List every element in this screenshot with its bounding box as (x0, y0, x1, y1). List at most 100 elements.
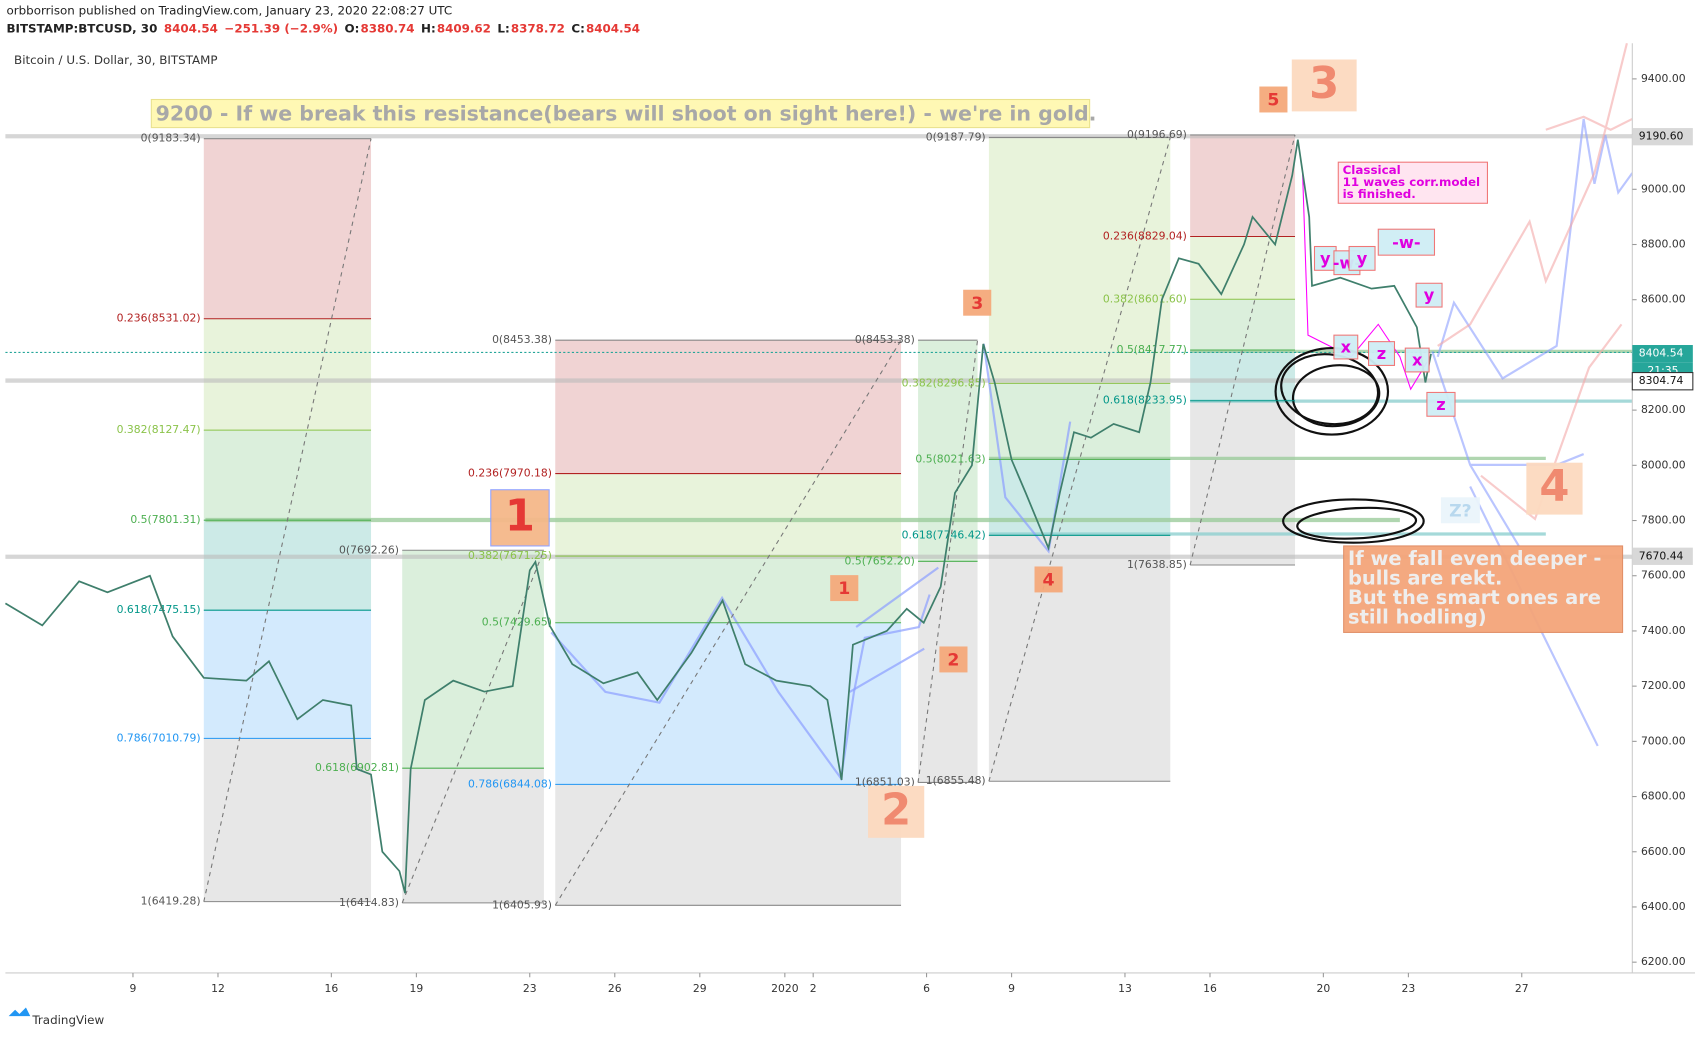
fib-label: 0.5(7801.31) (130, 513, 200, 526)
annotation: 2 (947, 651, 959, 671)
fib-label: 0.5(7429.65) (482, 616, 552, 629)
header-text: 8380.74 (360, 22, 414, 36)
annotation-box (1426, 391, 1456, 417)
logo (8, 1007, 31, 1017)
x-tick-label: 12 (211, 982, 225, 995)
fib-label: 0.5(7652.20) (845, 554, 915, 567)
annotation-box (1377, 228, 1436, 256)
fib-label: 0.5(8417.77) (1117, 343, 1187, 356)
fib-label: 0.382(8601.60) (1103, 292, 1187, 305)
annotation: Z? (1449, 501, 1472, 521)
annotation-box (1404, 347, 1430, 373)
annotation: 1 (838, 579, 850, 599)
x-tick-label: 9 (130, 982, 137, 995)
header-text: L: (497, 22, 509, 36)
circle-mark (1291, 364, 1381, 428)
y-tick-label: 7600.00 (1641, 569, 1686, 582)
fib-label: 0.786(7010.79) (117, 731, 201, 744)
fib-label: 0.618(8233.95) (1103, 394, 1187, 407)
fib-label: 1(7638.85) (1127, 558, 1187, 571)
y-tick-label: 8200.00 (1641, 403, 1686, 416)
y-tick-label: 6800.00 (1641, 790, 1686, 803)
y-tick-label: 9400.00 (1641, 72, 1686, 85)
header-text: 8409.62 (437, 22, 491, 36)
annotation: If we fall even deeper - (1348, 547, 1601, 570)
fib-label: 0(9196.69) (1127, 128, 1187, 141)
axes: 6200.00 6400.00 6600.00 6800.00 7000.00 7200.… (130, 72, 1694, 995)
fib-zone (1190, 299, 1296, 351)
price-tag-label: 8304.74 (1639, 374, 1684, 387)
x-tick-label: 27 (1515, 982, 1529, 995)
fib-zone (1190, 135, 1296, 237)
fib-zone (918, 340, 978, 562)
header-text: H: (421, 22, 436, 36)
projection (1437, 43, 1633, 521)
annotation: -w- (1392, 233, 1420, 252)
fib-zone (203, 610, 372, 739)
annotation: x (1412, 351, 1423, 370)
y-tick-label: 9000.00 (1641, 182, 1686, 195)
published: orbborrison published on TradingView.com… (6, 3, 452, 17)
y-tick-label: 8000.00 (1641, 458, 1686, 471)
header-text: −251.39 (−2.9%) (224, 22, 338, 36)
wave-path (849, 343, 1072, 693)
header-text: C: (571, 22, 584, 36)
price-tag-label: 9190.60 (1639, 130, 1684, 143)
price-axis (1632, 43, 1695, 973)
annotation: y (1357, 249, 1368, 268)
fib-zone (203, 520, 372, 611)
annotation: z (1436, 395, 1445, 414)
fib-label: 1(6414.83) (339, 896, 399, 909)
symbol-line: BITSTAMP:BTCUSD, 30 8404.54 −251.39 (−2.9%… (6, 22, 640, 36)
price-tag (1632, 128, 1693, 146)
fib-label: 0.382(8296.85) (902, 376, 986, 389)
fib-zone (203, 138, 372, 319)
x-tick-label: 2020 (771, 982, 799, 995)
fib-label: 0.618(7475.15) (117, 603, 201, 616)
annotation: x (1341, 338, 1352, 357)
annotation-box (1415, 282, 1443, 308)
fib-label: 0.236(8531.02) (117, 312, 201, 325)
header-text: O: (345, 22, 360, 36)
annotation: still hodling) (1348, 605, 1487, 628)
header-text: 8404.54 (164, 22, 218, 36)
annotation: y (1424, 286, 1435, 305)
x-tick-label: 20 (1316, 982, 1330, 995)
fib-zone (203, 430, 372, 521)
x-tick-label: 26 (608, 982, 622, 995)
x-tick-label: 29 (693, 982, 707, 995)
annotation-box (1291, 59, 1357, 112)
footer: TradingView (31, 1013, 104, 1027)
annotation: y (1320, 249, 1331, 268)
header-text: 8378.72 (511, 22, 565, 36)
fib-label: 0.618(7746.42) (902, 528, 986, 541)
fib-label: 0.236(7970.18) (468, 467, 552, 480)
fib-trend (203, 138, 372, 902)
annotation: Classical (1343, 163, 1401, 177)
x-tick-label: 19 (410, 982, 424, 995)
annotation: 4 (1043, 571, 1055, 591)
annotation: 1 (505, 491, 535, 541)
circle-mark (1296, 506, 1418, 540)
fib-tools: 0(9183.34) 0.236(8531.02) 0.382(8127.47) 0.… (117, 128, 1296, 911)
x-tick-label: 23 (1402, 982, 1416, 995)
annotation-box (1526, 462, 1583, 515)
circle-mark (1274, 347, 1390, 436)
fib-zone (988, 137, 1171, 384)
y-tick-label: 7800.00 (1641, 514, 1686, 527)
fib-trend (401, 550, 545, 904)
price-tag (1632, 547, 1693, 565)
fib-zone (555, 340, 902, 474)
fib-trend (917, 340, 979, 783)
y-tick-label: 8800.00 (1641, 238, 1686, 251)
fib-label: 0.382(8127.47) (117, 423, 201, 436)
y-tick-label: 7200.00 (1641, 679, 1686, 692)
x-tick-label: 16 (324, 982, 338, 995)
fib-zone (402, 768, 544, 903)
fib-label: 0.786(6844.08) (468, 777, 552, 790)
x-tick-label: 2 (810, 982, 817, 995)
x-tick-label: 9 (1008, 982, 1015, 995)
annotation-box (830, 575, 859, 602)
fib-zone (1190, 350, 1296, 401)
